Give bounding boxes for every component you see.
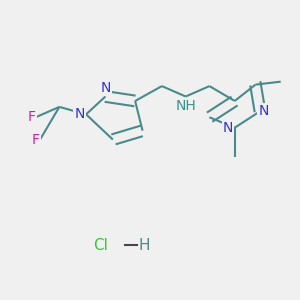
Text: H: H <box>138 238 150 253</box>
Text: Cl: Cl <box>94 238 108 253</box>
Text: F: F <box>32 133 40 147</box>
Text: N: N <box>100 81 111 95</box>
Text: N: N <box>258 104 269 118</box>
Text: NH: NH <box>175 99 196 113</box>
Text: N: N <box>74 107 85 121</box>
Text: N: N <box>223 121 233 135</box>
Text: F: F <box>28 110 36 124</box>
